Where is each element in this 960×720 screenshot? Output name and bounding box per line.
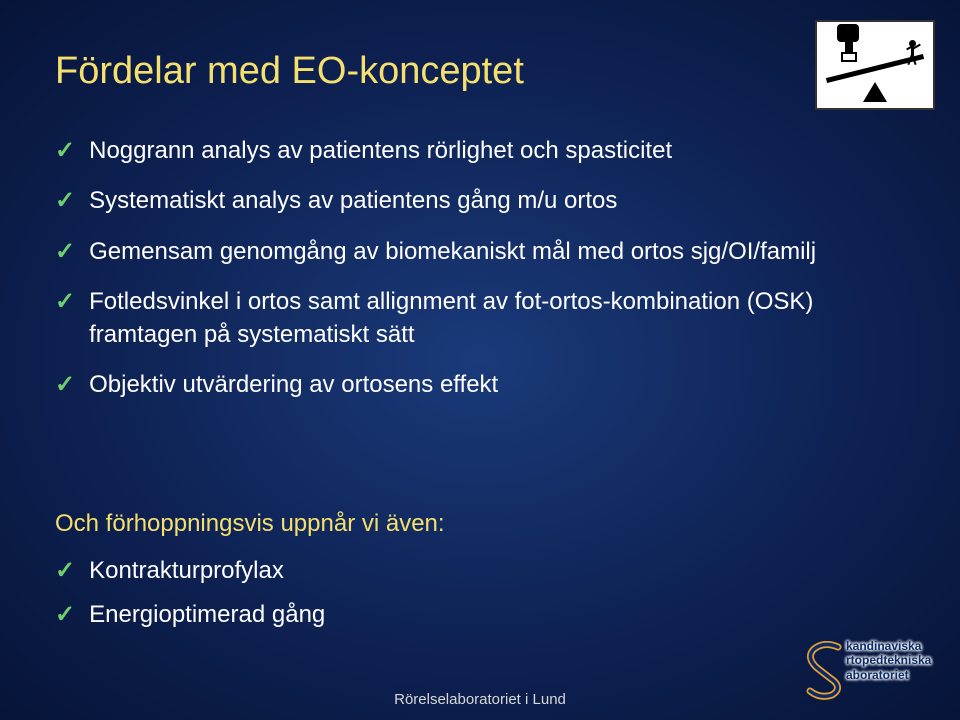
- check-icon: ✓: [55, 185, 75, 216]
- subtitle: Och förhoppningsvis uppnår vi även:: [55, 510, 445, 538]
- list-item: ✓ Gemensam genomgång av biomekaniskt mål…: [55, 236, 855, 268]
- bullet-text: Objektiv utvärdering av ortosens effekt: [89, 369, 498, 401]
- bullet-text: Systematiskt analys av patientens gång m…: [89, 185, 617, 217]
- bullet-text: Gemensam genomgång av biomekaniskt mål m…: [89, 236, 816, 268]
- list-item: ✓ Noggrann analys av patientens rörlighe…: [55, 135, 855, 167]
- bullet-text: Noggrann analys av patientens rörlighet …: [89, 135, 672, 167]
- list-item: ✓ Objektiv utvärdering av ortosens effek…: [55, 369, 855, 401]
- bullet-text: Energioptimerad gång: [89, 599, 325, 631]
- logo-line: rtopedtekniska: [846, 653, 931, 667]
- logo-text: kandinaviska rtopedtekniska aboratoriet: [846, 639, 931, 682]
- seesaw-icon: [815, 20, 935, 110]
- list-item: ✓ Systematiskt analys av patientens gång…: [55, 185, 855, 217]
- bullet-list-secondary: ✓ Kontrakturprofylax ✓ Energioptimerad g…: [55, 555, 855, 644]
- logo-line: kandinaviska: [846, 639, 931, 653]
- check-icon: ✓: [55, 286, 75, 317]
- bullet-text: Kontrakturprofylax: [89, 555, 284, 587]
- check-icon: ✓: [55, 135, 75, 166]
- check-icon: ✓: [55, 555, 75, 586]
- logo-line: aboratoriet: [846, 668, 931, 682]
- bullet-list-main: ✓ Noggrann analys av patientens rörlighe…: [55, 135, 855, 419]
- check-icon: ✓: [55, 369, 75, 400]
- logo-s-icon: [802, 641, 848, 701]
- bullet-text: Fotledsvinkel i ortos samt allignment av…: [89, 286, 855, 351]
- slide-title: Fördelar med EO-konceptet: [55, 50, 524, 93]
- list-item: ✓ Energioptimerad gång: [55, 599, 855, 631]
- check-icon: ✓: [55, 236, 75, 267]
- list-item: ✓ Fotledsvinkel i ortos samt allignment …: [55, 286, 855, 351]
- company-logo: kandinaviska rtopedtekniska aboratoriet: [802, 633, 942, 708]
- check-icon: ✓: [55, 599, 75, 630]
- list-item: ✓ Kontrakturprofylax: [55, 555, 855, 587]
